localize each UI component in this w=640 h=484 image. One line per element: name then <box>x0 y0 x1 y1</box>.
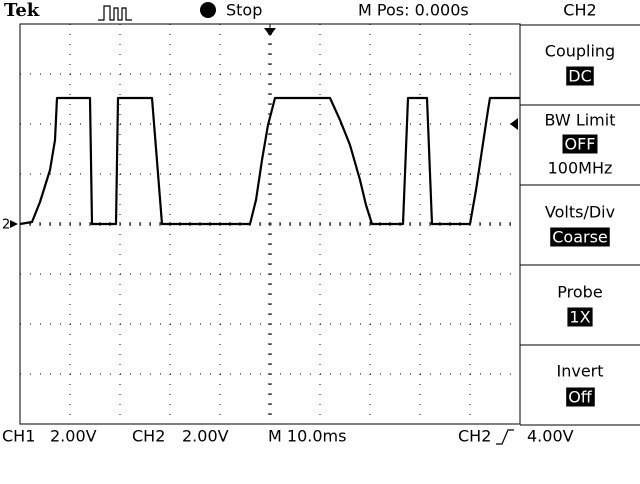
footer-timebase: M 10.0ms <box>268 427 346 446</box>
menu-label[interactable]: Volts/Div <box>545 203 615 222</box>
footer-ch1-scale: 2.00V <box>50 427 97 446</box>
side-menu <box>520 24 640 426</box>
trigger-slope-icon <box>496 429 514 445</box>
menu-value[interactable]: DC <box>568 67 592 86</box>
menu-value[interactable]: Off <box>568 388 593 407</box>
channel-2-trace <box>19 96 520 226</box>
menu-title: CH2 <box>563 1 596 20</box>
channel-ground-arrow <box>10 220 18 228</box>
footer-trigger-source: CH2 <box>458 427 491 446</box>
menu-label[interactable]: BW Limit <box>545 111 616 130</box>
menu-label[interactable]: Invert <box>556 362 603 381</box>
run-status-icon <box>200 2 216 18</box>
menu-label[interactable]: Probe <box>557 283 602 302</box>
menu-detail: 100MHz <box>548 159 613 178</box>
menu-value-box <box>566 66 594 86</box>
brand: Tek <box>4 0 40 21</box>
menu-value[interactable]: 1X <box>569 308 590 327</box>
run-status: Stop <box>226 1 262 20</box>
footer-ch2-scale: 2.00V <box>182 427 229 446</box>
footer-ch2: CH2 <box>132 427 165 446</box>
menu-value-box <box>550 227 610 247</box>
acquire-icon <box>98 5 132 21</box>
menu-value[interactable]: OFF <box>565 135 596 154</box>
menu-label[interactable]: Coupling <box>545 42 615 61</box>
menu-value-box <box>562 134 598 154</box>
menu-value-box <box>567 307 593 327</box>
menu-value-box <box>566 387 595 407</box>
footer-trigger-level: 4.00V <box>527 427 574 446</box>
trigger-level-marker <box>510 118 518 130</box>
trigger-position-marker <box>264 28 276 36</box>
channel-marker: 2 <box>2 218 10 233</box>
horizontal-position: M Pos: 0.000s <box>358 1 469 20</box>
footer-ch1: CH1 <box>2 427 35 446</box>
menu-value[interactable]: Coarse <box>552 228 608 247</box>
